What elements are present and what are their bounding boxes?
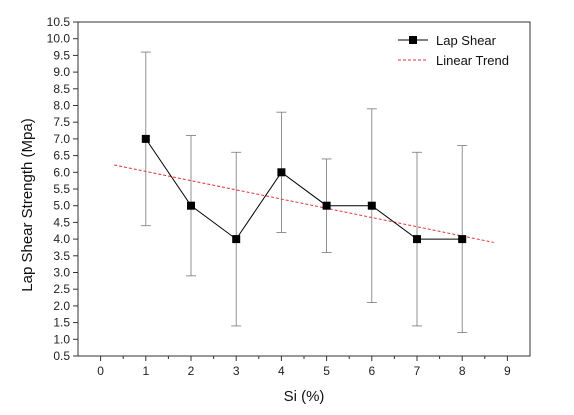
x-tick-label: 6 — [368, 364, 375, 378]
legend-linear-trend-label: Linear Trend — [436, 53, 509, 68]
y-tick-label: 9.5 — [53, 48, 70, 62]
error-bars — [140, 51, 468, 334]
series-layer — [141, 134, 467, 244]
y-tick-label: 1.5 — [53, 316, 70, 330]
legend-lap-shear-label: Lap Shear — [436, 33, 497, 48]
y-axis: 0.5 1.0 1.5 2.0 2.5 3.0 3.5 4.0 4.5 5.0 5.5 6.0 6.5 7… — [47, 15, 78, 363]
data-point — [413, 235, 421, 244]
y-tick-label: 8.5 — [53, 82, 70, 96]
y-tick-label: 2.0 — [53, 299, 70, 313]
legend-lap-shear-marker — [409, 36, 417, 44]
y-tick-label: 8.0 — [53, 99, 70, 113]
y-tick-label: 4.5 — [53, 215, 70, 229]
y-tick-label: 7.0 — [53, 132, 70, 146]
x-tick-label: 4 — [278, 364, 285, 378]
y-tick-label: 9.0 — [53, 65, 70, 79]
x-axis: 0 1 2 3 4 5 6 7 8 9 — [97, 356, 511, 378]
y-tick-label: 6.0 — [53, 165, 70, 179]
y-tick-label: 7.5 — [53, 115, 70, 129]
data-point — [187, 201, 195, 210]
x-tick-label: 0 — [97, 364, 104, 378]
y-tick-label: 4.0 — [53, 232, 70, 246]
linear-trend-line — [114, 164, 494, 243]
x-tick-label: 5 — [323, 364, 330, 378]
data-point — [458, 235, 467, 244]
y-tick-label: 5.0 — [53, 199, 70, 213]
y-tick-label: 5.5 — [53, 182, 70, 196]
y-tick-label: 1.0 — [53, 332, 70, 346]
y-tick-label: 0.5 — [53, 349, 70, 363]
data-point — [232, 235, 241, 244]
y-axis-title: Lap Shear Strength (Mpa) — [19, 118, 36, 291]
data-point — [277, 168, 286, 177]
data-point — [367, 201, 376, 210]
x-tick-label: 1 — [142, 364, 149, 378]
x-tick-label: 8 — [459, 364, 466, 378]
trend-layer — [114, 164, 494, 243]
lap-shear-line — [145, 138, 463, 240]
x-axis-title: Si (%) — [284, 388, 325, 405]
x-tick-label: 9 — [504, 364, 511, 378]
y-tick-label: 3.0 — [53, 266, 70, 280]
y-tick-label: 2.5 — [53, 282, 70, 296]
y-tick-label: 6.5 — [53, 149, 70, 163]
data-point — [322, 201, 331, 210]
x-tick-label: 2 — [188, 364, 195, 378]
x-tick-label: 7 — [414, 364, 421, 378]
y-tick-label: 10.5 — [47, 15, 71, 29]
x-tick-label: 3 — [233, 364, 240, 378]
y-tick-label: 3.5 — [53, 249, 70, 263]
data-point — [141, 134, 150, 143]
y-tick-label: 10.0 — [47, 32, 71, 46]
legend: Lap Shear Linear Trend — [398, 33, 509, 68]
